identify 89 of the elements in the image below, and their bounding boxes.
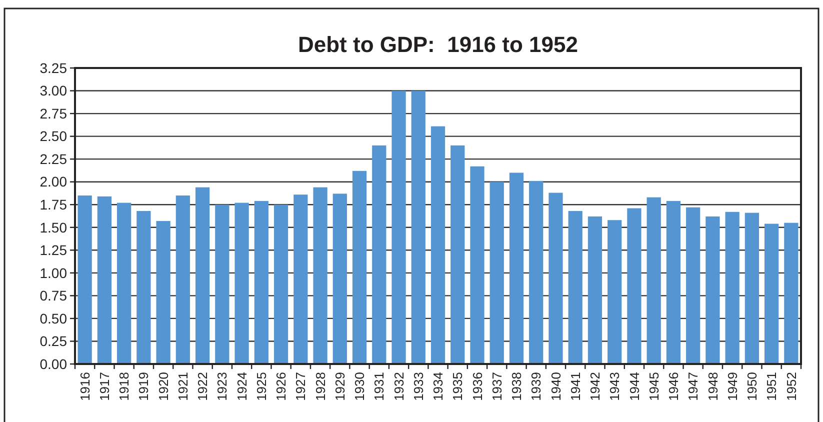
x-tick-label: 1947 xyxy=(686,372,701,401)
x-tick-label: 1934 xyxy=(430,372,446,401)
x-tick-label: 1949 xyxy=(724,372,740,401)
bar xyxy=(627,208,642,364)
bar xyxy=(784,222,798,364)
y-tick-label: 3.25 xyxy=(40,60,68,76)
x-tick-label: 1948 xyxy=(705,372,720,401)
bar xyxy=(450,145,465,364)
x-tick-label: 1951 xyxy=(764,372,780,401)
bar xyxy=(176,196,190,364)
x-tick-label: 1943 xyxy=(607,372,622,401)
x-tick-label: 1921 xyxy=(175,372,190,401)
x-tick-label: 1941 xyxy=(568,372,583,401)
bar xyxy=(470,166,484,364)
bar xyxy=(274,204,288,364)
x-tick-label: 1944 xyxy=(626,372,642,401)
bar xyxy=(78,196,92,364)
y-tick-label: 1.25 xyxy=(40,242,68,258)
bar xyxy=(548,192,563,364)
bar xyxy=(588,216,602,364)
bar xyxy=(706,216,720,364)
x-tick-label: 1929 xyxy=(332,372,348,401)
x-tick-label: 1922 xyxy=(195,372,210,401)
y-tick-label: 2.75 xyxy=(40,105,68,122)
x-tick-label: 1931 xyxy=(372,372,387,401)
x-tick-label: 1938 xyxy=(509,372,524,401)
x-tick-label: 1916 xyxy=(77,372,92,401)
bar xyxy=(725,212,740,364)
bar xyxy=(490,182,504,364)
bar xyxy=(764,224,779,364)
x-tick-label: 1918 xyxy=(116,372,132,401)
y-tick-label: 0.25 xyxy=(40,333,68,350)
bar xyxy=(254,200,268,364)
bar xyxy=(234,202,249,364)
bar xyxy=(686,207,700,364)
y-tick-label: 3.00 xyxy=(40,82,68,99)
y-tick-label: 1.00 xyxy=(40,264,68,281)
x-tick-label: 1945 xyxy=(646,372,662,401)
bar xyxy=(411,90,426,364)
x-tick-label: 1936 xyxy=(470,372,485,401)
x-tick-label: 1925 xyxy=(254,372,269,401)
bar xyxy=(352,170,367,364)
x-tick-label: 1935 xyxy=(450,372,466,401)
bar xyxy=(372,145,386,364)
x-tick-label: 1928 xyxy=(312,372,328,401)
x-tick-label: 1939 xyxy=(528,372,544,401)
x-tick-label: 1946 xyxy=(666,372,682,401)
x-tick-label: 1927 xyxy=(293,372,308,401)
bar xyxy=(430,126,446,364)
bar xyxy=(332,194,347,364)
x-tick-label: 1952 xyxy=(784,372,799,401)
y-tick-label: 0.00 xyxy=(40,356,68,372)
x-tick-label: 1930 xyxy=(352,372,368,401)
x-tick-label: 1924 xyxy=(234,372,250,401)
bar xyxy=(195,187,210,364)
bar xyxy=(294,194,308,364)
bar xyxy=(392,90,406,364)
y-tick-label: 1.50 xyxy=(40,219,68,236)
x-tick-label: 1926 xyxy=(274,372,289,401)
y-tick-label: 2.25 xyxy=(40,150,68,167)
bar xyxy=(529,180,544,364)
bar xyxy=(313,187,328,364)
y-tick-label: 0.50 xyxy=(40,310,68,326)
x-tick-label: 1920 xyxy=(156,372,171,401)
x-tick-label: 1932 xyxy=(391,372,406,401)
bar xyxy=(666,200,681,364)
x-tick-label: 1937 xyxy=(489,372,504,401)
y-tick-label: 2.50 xyxy=(40,128,68,144)
bar xyxy=(97,196,112,364)
bar xyxy=(646,197,661,364)
bar xyxy=(116,202,132,364)
x-tick-label: 1933 xyxy=(410,372,426,401)
bar xyxy=(608,220,622,364)
y-tick-label: 0.75 xyxy=(40,288,68,304)
x-tick-label: 1919 xyxy=(136,372,152,401)
y-tick-label: 2.00 xyxy=(40,174,68,190)
bar xyxy=(568,210,582,364)
bar xyxy=(744,212,760,364)
chart-title: Debt to GDP: 1916 to 1952 xyxy=(298,32,578,57)
x-tick-label: 1940 xyxy=(548,372,564,401)
y-tick-label: 1.75 xyxy=(40,196,68,213)
x-tick-label: 1942 xyxy=(588,372,603,401)
bar xyxy=(136,210,151,364)
bar xyxy=(215,204,230,364)
x-tick-label: 1950 xyxy=(744,372,760,401)
bar xyxy=(156,221,170,364)
x-tick-label: 1923 xyxy=(214,372,230,401)
bar xyxy=(509,172,524,364)
x-tick-label: 1917 xyxy=(96,372,112,401)
